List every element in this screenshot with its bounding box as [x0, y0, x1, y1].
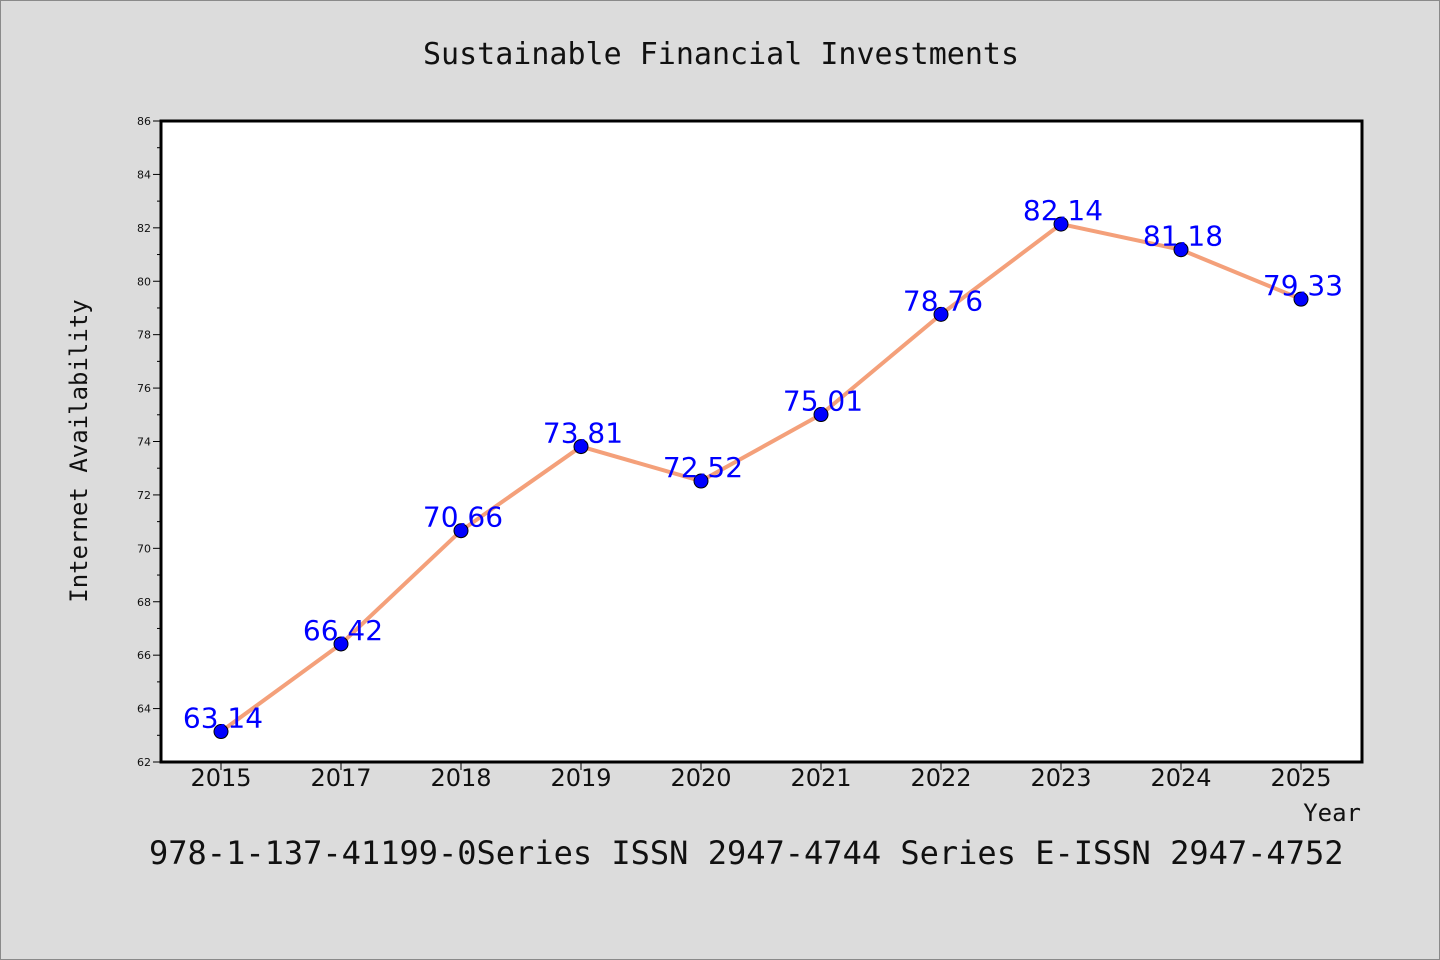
y-axis-label: Internet Availability	[65, 299, 93, 602]
data-label: 73.81	[543, 417, 623, 450]
y-tick-label: 78	[137, 329, 151, 342]
data-point	[213, 724, 229, 740]
data-label: 81.18	[1143, 220, 1223, 253]
publication-identifier: 978-1-137-41199-0Series ISSN 2947-4744 S…	[149, 834, 1343, 872]
x-axis: 2015 2017 2018 2019 2020 2021 2022 2023 2024 2025	[190, 762, 1332, 792]
data-point	[813, 407, 829, 423]
y-tick-label: 64	[137, 703, 151, 716]
data-label: 63.14	[183, 702, 263, 735]
y-tick-label: 70	[137, 542, 151, 555]
y-tick-label: 72	[137, 489, 151, 502]
x-tick-label: 2015	[190, 764, 251, 792]
data-point	[573, 439, 589, 455]
data-point	[333, 636, 349, 652]
y-tick-label: 84	[137, 168, 151, 181]
data-label: 72.52	[663, 451, 743, 484]
x-tick-label: 2021	[790, 764, 851, 792]
y-tick-label: 76	[137, 382, 151, 395]
x-tick-label: 2023	[1030, 764, 1091, 792]
y-tick-label: 82	[137, 222, 151, 235]
series-line	[219, 222, 1303, 734]
data-point	[693, 473, 709, 489]
y-tick-label: 74	[137, 436, 151, 449]
data-label: 66.42	[303, 614, 383, 647]
data-point	[453, 523, 469, 539]
x-tick-label: 2024	[1150, 764, 1211, 792]
x-tick-label: 2017	[310, 764, 371, 792]
y-tick-label: 66	[137, 649, 151, 662]
plot-area	[159, 119, 1364, 764]
data-point	[933, 306, 949, 322]
data-label: 78.76	[903, 284, 983, 317]
y-tick-label: 68	[137, 596, 151, 609]
y-axis: 62 64 66 68 70 72 74 76 78 80 82 84 86	[137, 115, 161, 769]
series-layer: 63.14 66.42 70.66 73.81 72.52 75.01 78.76 82.14…	[183, 194, 1343, 740]
chart-title: Sustainable Financial Investments	[423, 37, 1019, 72]
y-tick-label: 62	[137, 756, 151, 769]
data-point	[1293, 291, 1309, 307]
x-tick-label: 2018	[430, 764, 491, 792]
x-tick-label: 2022	[910, 764, 971, 792]
data-label: 79.33	[1263, 269, 1343, 302]
y-tick-label: 86	[137, 115, 151, 128]
x-tick-label: 2019	[550, 764, 611, 792]
x-tick-label: 2025	[1270, 764, 1331, 792]
x-tick-label: 2020	[670, 764, 731, 792]
data-label: 75.01	[783, 385, 863, 418]
data-point	[1173, 242, 1189, 258]
data-label: 70.66	[423, 501, 503, 534]
y-tick-label: 80	[137, 275, 151, 288]
data-point	[1053, 216, 1069, 232]
data-label: 82.14	[1023, 194, 1103, 227]
x-axis-label: Year	[1303, 799, 1361, 827]
